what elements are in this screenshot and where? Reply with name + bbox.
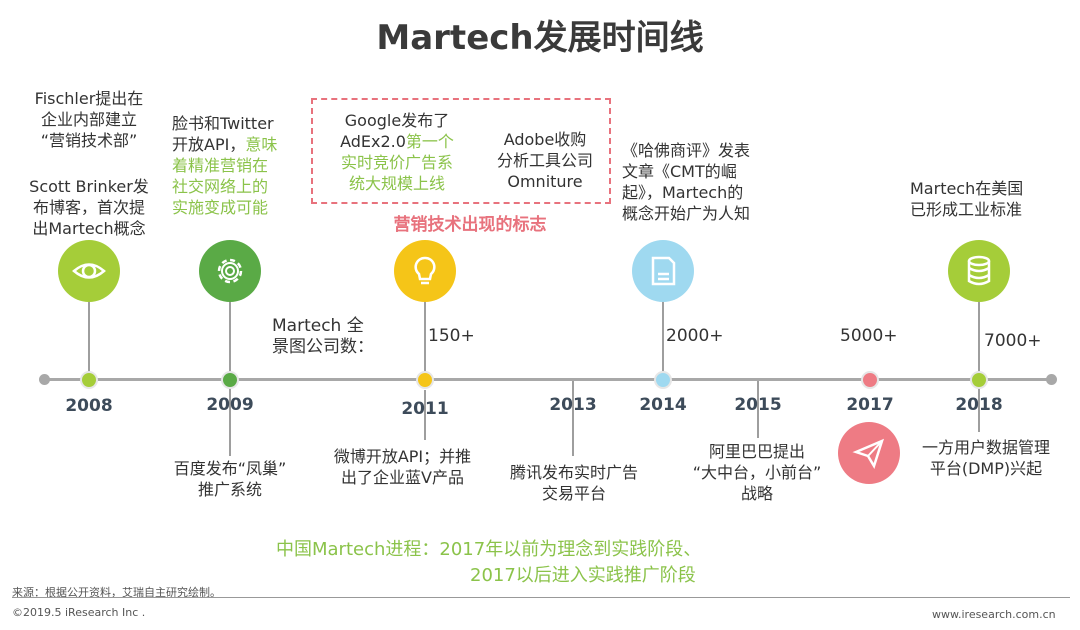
company-count-2014: 2000+ — [666, 326, 724, 346]
event-line: 布博客，首次提 — [32, 198, 145, 217]
footer-divider — [12, 597, 1070, 598]
year-label: 2018 — [955, 395, 1003, 415]
landscape-line: 景图公司数： — [272, 337, 374, 357]
event-line: Scott Brinker发 — [29, 177, 149, 196]
year-label: 2011 — [401, 399, 449, 419]
dot-2008 — [80, 371, 98, 389]
conclusion-line: 中国Martech进程：2017年以前为理念到实践阶段、 — [276, 539, 702, 560]
event-line: 推广系统 — [197, 480, 262, 499]
landscape-label: Martech 全 景图公司数： — [272, 316, 402, 358]
event-line: 概念开始广为人知 — [622, 204, 751, 223]
website-link[interactable]: www.iresearch.com.cn — [932, 608, 1056, 621]
year-label: 2009 — [206, 395, 254, 415]
event-line: Omniture — [507, 172, 583, 191]
eye-icon — [58, 240, 120, 302]
year-label: 2008 — [65, 396, 113, 416]
connector-2015 — [757, 380, 759, 438]
event-2009-baidu: 百度发布“凤巢” 推广系统 — [145, 458, 315, 500]
event-highlight: 统大规模上线 — [348, 174, 445, 193]
event-line: 战略 — [740, 484, 773, 503]
event-line: 开放API， — [172, 135, 246, 154]
event-highlight: 实时竞价广告系 — [340, 153, 453, 172]
event-line: 平台(DMP)兴起 — [929, 459, 1043, 478]
event-highlight: 社交网络上的 — [172, 177, 269, 196]
event-2014-hbr: 《哈佛商评》发表 文章《CMT的崛 起》，Martech的 概念开始广为人知 — [622, 140, 792, 224]
event-line: Adobe收购 — [503, 130, 587, 149]
event-highlight: 着精准营销在 — [172, 156, 269, 175]
connector-2011-bottom — [424, 390, 426, 440]
landscape-line: Martech 全 — [272, 316, 364, 336]
event-line: “大中台，小前台” — [692, 463, 822, 482]
event-2011-weibo: 微博开放API；并推 出了企业蓝V产品 — [315, 446, 490, 488]
event-2015-alibaba: 阿里巴巴提出 “大中台，小前台” 战略 — [672, 441, 842, 504]
event-line: 一方用户数据管理 — [921, 438, 1050, 457]
event-2018-dmp: 一方用户数据管理 平台(DMP)兴起 — [900, 437, 1072, 479]
marker-label: 营销技术出现的标志 — [393, 215, 547, 235]
event-line: 阿里巴巴提出 — [708, 442, 805, 461]
year-label: 2013 — [549, 395, 597, 415]
event-highlight: 实施变成可能 — [172, 198, 269, 217]
dot-2011 — [416, 371, 434, 389]
dot-2014 — [654, 371, 672, 389]
event-line: 分析工具公司 — [496, 151, 593, 170]
event-line: Martech在美国 — [910, 179, 1024, 198]
event-line: “营销技术部” — [40, 131, 138, 150]
event-2013-tencent: 腾讯发布实时广告 交易平台 — [494, 462, 654, 504]
connector-2018-top — [978, 300, 980, 372]
source-note: 来源：根据公开资料，艾瑞自主研究绘制。 — [12, 586, 221, 599]
year-label: 2017 — [846, 395, 894, 415]
event-line: Fischler提出在 — [34, 89, 144, 108]
document-icon — [632, 240, 694, 302]
event-2011-google-adex: Google发布了 AdEx2.0第一个 实时竞价广告系 统大规模上线 — [322, 110, 472, 194]
connector-2009-bottom — [229, 388, 231, 456]
connector-2014 — [662, 300, 664, 372]
lightbulb-icon — [394, 240, 456, 302]
timeline-axis — [44, 378, 1052, 381]
timeline-end-cap — [1046, 374, 1057, 385]
conclusion-line: 2017以后进入实践推广阶段 — [470, 565, 696, 586]
event-2018-industry-standard: Martech在美国 已形成工业标准 — [910, 178, 1060, 220]
marker-dashed-box — [311, 98, 611, 204]
event-line: 《哈佛商评》发表 — [622, 141, 751, 160]
event-line: 文章《CMT的崛 — [622, 162, 737, 181]
company-count-2018: 7000+ — [984, 331, 1042, 351]
event-line: 起》，Martech的 — [622, 183, 744, 202]
connector-2013 — [572, 380, 574, 456]
event-2008-brinker: Scott Brinker发 布博客，首次提 出Martech概念 — [14, 176, 164, 239]
timeline-start-cap — [39, 374, 50, 385]
event-line: 出了企业蓝V产品 — [341, 468, 464, 487]
event-line: 企业内部建立 — [40, 110, 137, 129]
event-line: AdEx2.0 — [340, 132, 406, 151]
event-line: 出Martech概念 — [32, 219, 146, 238]
paper-plane-icon — [838, 422, 900, 484]
dot-2009 — [221, 371, 239, 389]
conclusion: 中国Martech进程：2017年以前为理念到实践阶段、 2017以后进入实践推… — [276, 537, 836, 589]
event-line: 交易平台 — [541, 484, 606, 503]
event-adobe-omniture: Adobe收购 分析工具公司 Omniture — [485, 129, 605, 192]
copyright: ©2019.5 iResearch Inc . — [12, 606, 146, 619]
event-line: 百度发布“凤巢” — [173, 459, 287, 478]
year-label: 2014 — [639, 395, 687, 415]
year-label: 2015 — [734, 395, 782, 415]
connector-2008 — [88, 300, 90, 372]
company-count-2017: 5000+ — [840, 326, 898, 346]
connector-2011-top — [424, 300, 426, 372]
event-line: 已形成工业标准 — [910, 200, 1023, 219]
page-title: Martech发展时间线 — [376, 18, 704, 58]
database-icon — [948, 240, 1010, 302]
dot-2017 — [861, 371, 879, 389]
event-2008-fischler: Fischler提出在 企业内部建立 “营销技术部” — [14, 88, 164, 151]
event-highlight: 意味 — [245, 135, 278, 154]
event-line: 腾讯发布实时广告 — [509, 463, 638, 482]
gear-icon — [199, 240, 261, 302]
event-2009-social-api: 脸书和Twitter 开放API，意味 着精准营销在 社交网络上的 实施变成可能 — [172, 113, 312, 218]
event-line: Google发布了 — [344, 111, 450, 130]
event-highlight: 第一个 — [405, 132, 454, 151]
connector-2009-top — [229, 300, 231, 372]
event-line: 微博开放API；并推 — [333, 447, 472, 466]
connector-2018-bottom — [978, 388, 980, 432]
dot-2018 — [970, 371, 988, 389]
company-count-2011: 150+ — [428, 326, 475, 346]
event-line: 脸书和Twitter — [172, 114, 274, 133]
